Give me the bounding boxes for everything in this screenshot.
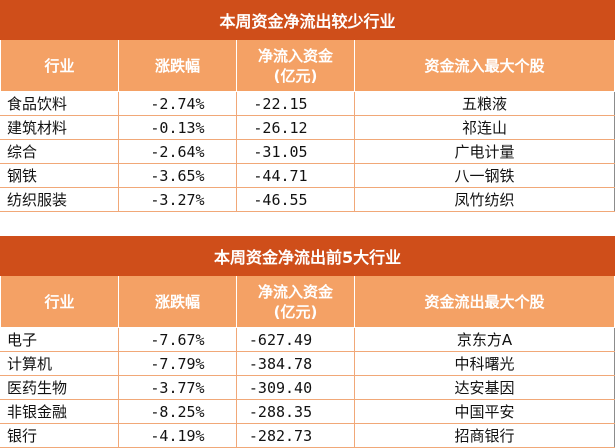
cell-net-flow: -384.78	[236, 351, 355, 376]
cell-net-flow: -31.05	[236, 139, 355, 164]
header-top-stock: 资金流入最大个股	[353, 39, 615, 92]
header-net-flow: 净流入资金 (亿元)	[236, 275, 355, 328]
cell-net-flow: -309.40	[236, 375, 355, 400]
header-industry: 行业	[0, 39, 119, 92]
table-row: 综合 -2.64% -31.05 广电计量	[0, 139, 615, 164]
cell-top-stock: 五粮液	[353, 91, 615, 116]
cell-change: -3.65%	[118, 163, 237, 188]
cell-industry: 食品饮料	[0, 91, 119, 116]
cell-change: -8.25%	[118, 399, 237, 424]
cell-industry: 医药生物	[0, 375, 119, 400]
cell-top-stock: 广电计量	[353, 139, 615, 164]
header-change: 涨跌幅	[118, 275, 237, 328]
cell-net-flow: -44.71	[236, 163, 355, 188]
cell-net-flow: -26.12	[236, 115, 355, 140]
cell-top-stock: 达安基因	[353, 375, 615, 400]
cell-change: -2.64%	[118, 139, 237, 164]
table-row: 电子 -7.67% -627.49 京东方A	[0, 327, 615, 352]
cell-industry: 综合	[0, 139, 119, 164]
cell-top-stock: 中科曙光	[353, 351, 615, 376]
cell-net-flow: -46.55	[236, 187, 355, 212]
cell-industry: 建筑材料	[0, 115, 119, 140]
header-net-flow: 净流入资金 (亿元)	[236, 39, 355, 92]
cell-industry: 钢铁	[0, 163, 119, 188]
cell-industry: 计算机	[0, 351, 119, 376]
header-change: 涨跌幅	[118, 39, 237, 92]
cell-net-flow: -22.15	[236, 91, 355, 116]
cell-top-stock: 京东方A	[353, 327, 615, 352]
cell-net-flow: -627.49	[236, 327, 355, 352]
net-outflow-top5-table: 本周资金净流出前5大行业 行业 涨跌幅 净流入资金 (亿元) 资金流出最大个股 …	[0, 236, 615, 448]
table-title: 本周资金净流出前5大行业	[0, 236, 615, 276]
cell-change: -7.79%	[118, 351, 237, 376]
cell-top-stock: 凤竹纺织	[353, 187, 615, 212]
table-row: 食品饮料 -2.74% -22.15 五粮液	[0, 91, 615, 116]
header-top-stock: 资金流出最大个股	[353, 275, 615, 328]
cell-change: -3.77%	[118, 375, 237, 400]
cell-change: -3.27%	[118, 187, 237, 212]
cell-change: -2.74%	[118, 91, 237, 116]
cell-top-stock: 祁连山	[353, 115, 615, 140]
cell-net-flow: -288.35	[236, 399, 355, 424]
table-row: 纺织服装 -3.27% -46.55 凤竹纺织	[0, 187, 615, 212]
table-title: 本周资金净流出较少行业	[0, 0, 615, 40]
table-row: 医药生物 -3.77% -309.40 达安基因	[0, 375, 615, 400]
cell-industry: 非银金融	[0, 399, 119, 424]
table-row: 钢铁 -3.65% -44.71 八一钢铁	[0, 163, 615, 188]
table-gap	[0, 213, 615, 236]
table-row: 计算机 -7.79% -384.78 中科曙光	[0, 351, 615, 376]
table-row: 非银金融 -8.25% -288.35 中国平安	[0, 399, 615, 424]
net-outflow-small-table: 本周资金净流出较少行业 行业 涨跌幅 净流入资金 (亿元) 资金流入最大个股 食…	[0, 0, 615, 212]
cell-top-stock: 八一钢铁	[353, 163, 615, 188]
cell-top-stock: 中国平安	[353, 399, 615, 424]
header-industry: 行业	[0, 275, 119, 328]
table-row: 建筑材料 -0.13% -26.12 祁连山	[0, 115, 615, 140]
cell-industry: 纺织服装	[0, 187, 119, 212]
cell-change: -0.13%	[118, 115, 237, 140]
cell-industry: 电子	[0, 327, 119, 352]
cell-change: -7.67%	[118, 327, 237, 352]
